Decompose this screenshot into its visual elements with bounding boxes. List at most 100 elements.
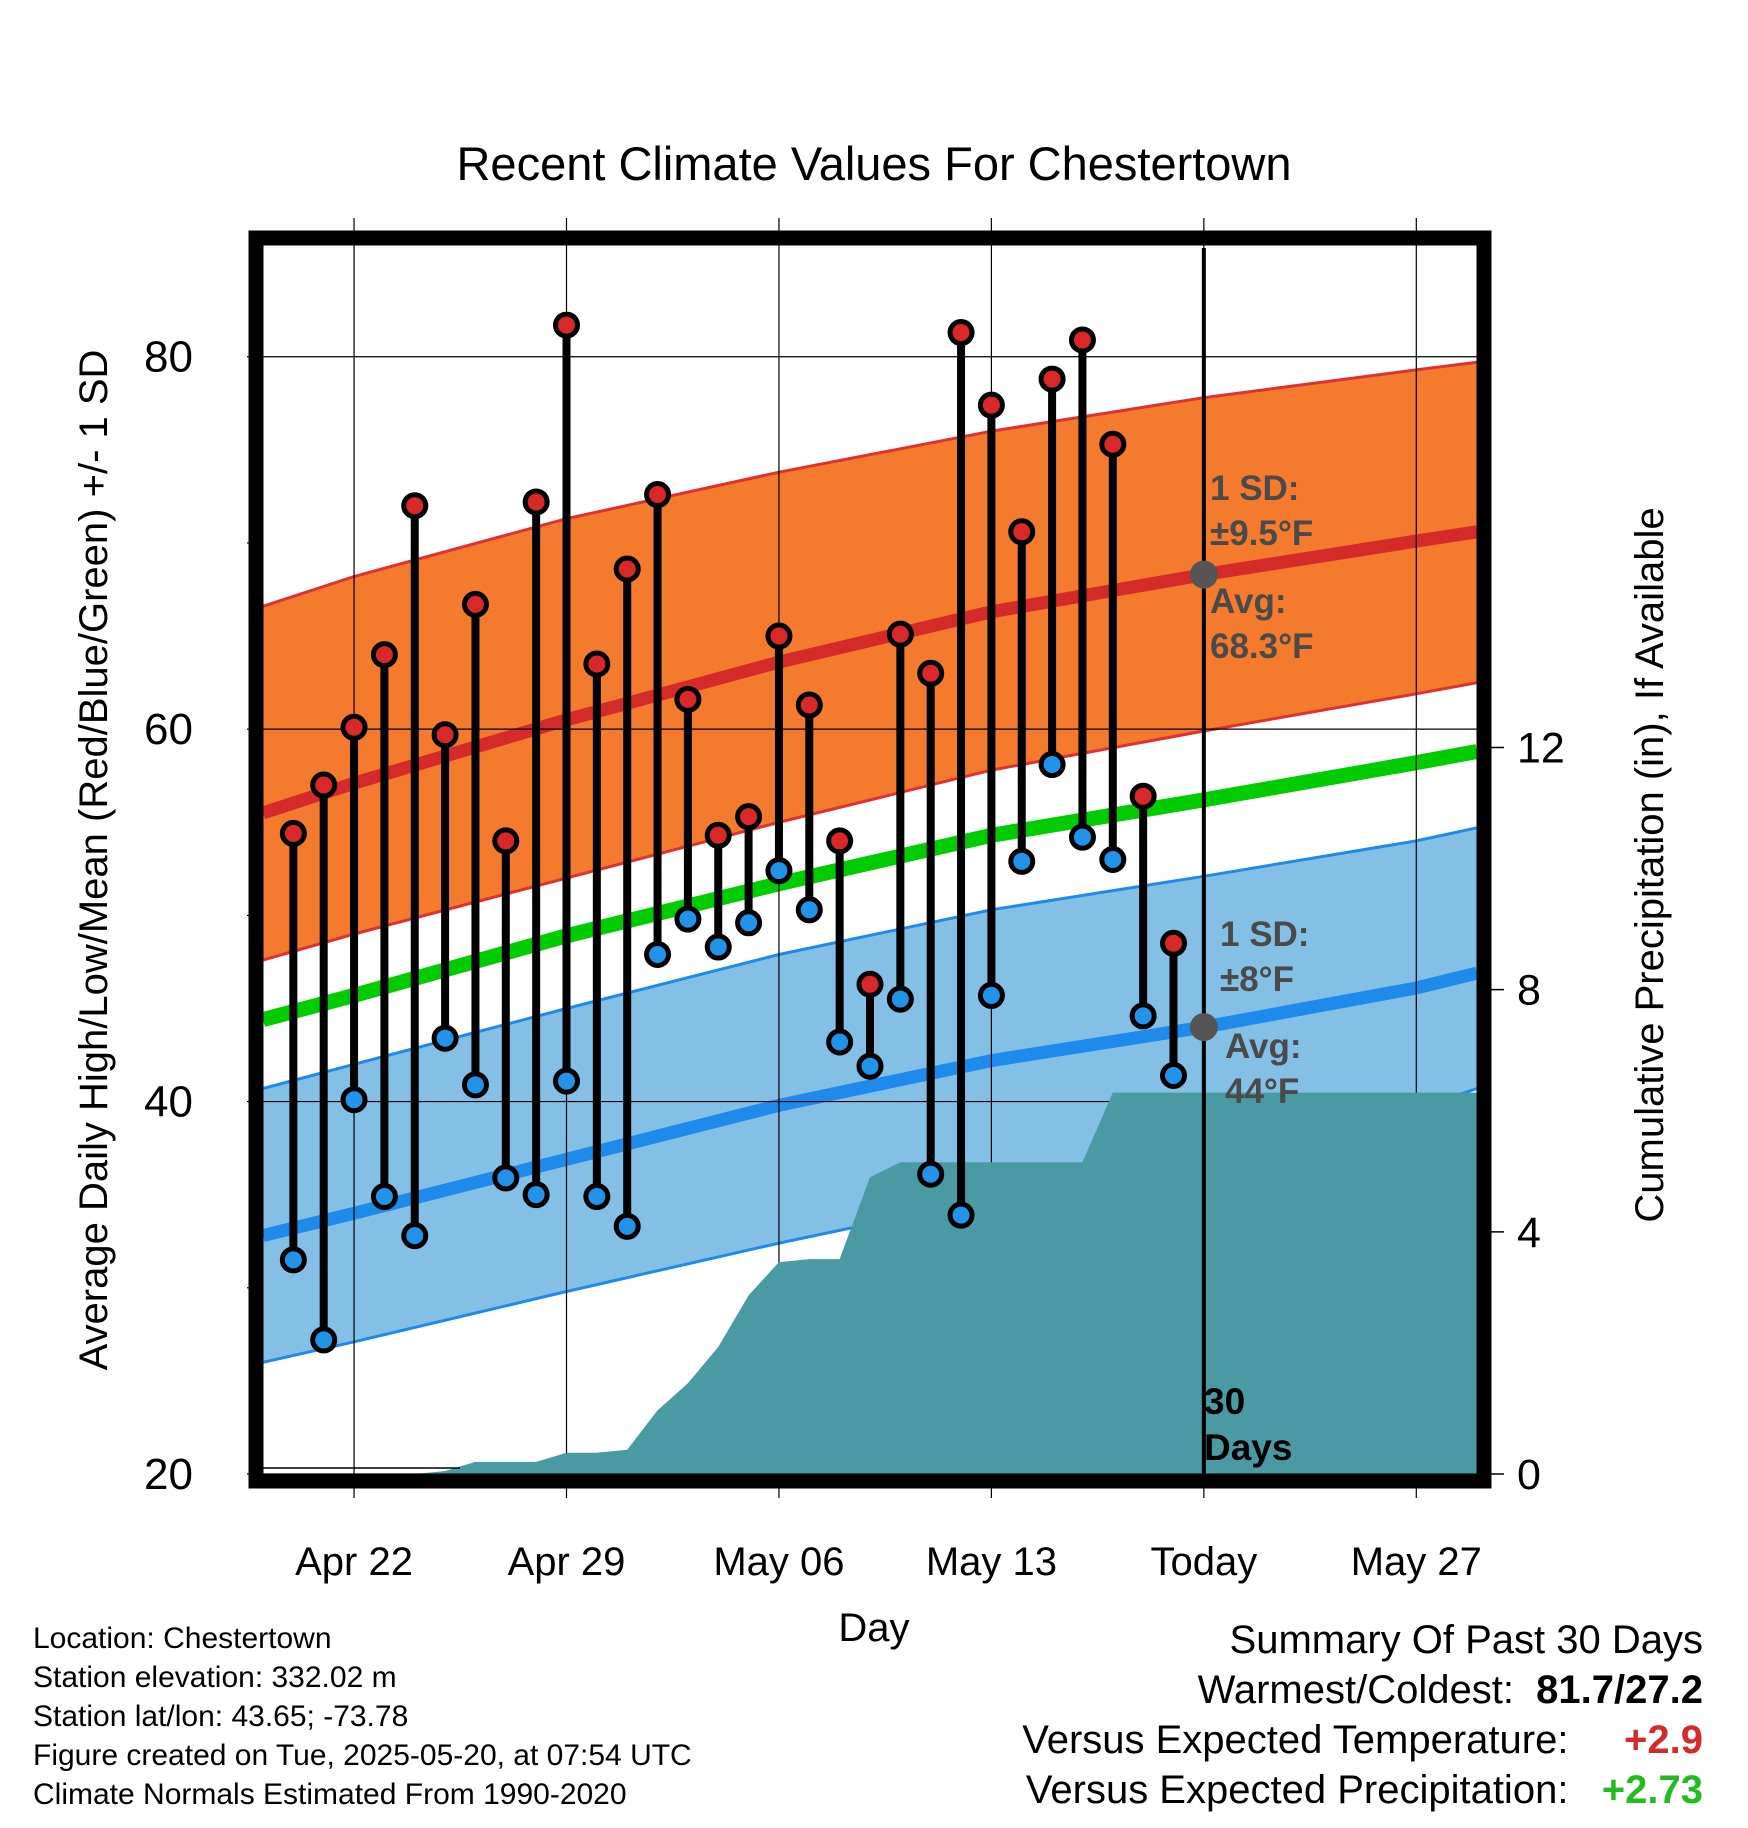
low-point: [1160, 1062, 1187, 1090]
low-sd-value: ±8°F: [1220, 960, 1294, 999]
chart-title: Recent Climate Values For Chestertown: [456, 137, 1291, 190]
summary-precip-value: +2.73: [1601, 1768, 1703, 1812]
low-point: [886, 985, 914, 1013]
y2-axis-label: Cumulative Precipitation (in), If Availa…: [1628, 507, 1672, 1222]
summary-precip: Versus Expected Precipitation: +2.73: [1026, 1765, 1703, 1815]
daily-points: [279, 311, 1218, 1354]
low-point: [1129, 1002, 1157, 1030]
high-point: [1038, 365, 1066, 393]
low-avg-value: 44°F: [1225, 1072, 1299, 1111]
low-point: [1038, 751, 1066, 779]
high-point: [947, 319, 975, 347]
x-axis-label: Day: [838, 1606, 909, 1650]
low-point: [431, 1024, 459, 1052]
summary-temp-label: Versus Expected Temperature:: [1022, 1718, 1569, 1762]
x-tick-label: Apr 29: [508, 1540, 626, 1584]
summary-title: Summary Of Past 30 Days: [1229, 1618, 1703, 1662]
low-point: [340, 1086, 368, 1114]
low-point: [370, 1183, 398, 1211]
low-point: [977, 981, 1005, 1009]
x-tick-label: May 13: [926, 1540, 1057, 1584]
low-point: [704, 933, 732, 961]
high-point: [431, 721, 459, 749]
low-point: [613, 1212, 641, 1240]
high-point: [1129, 782, 1157, 810]
high-point: [370, 641, 398, 669]
high-point: [765, 622, 793, 650]
y-axis-label: Average Daily High/Low/Mean (Red/Blue/Gr…: [72, 350, 116, 1371]
high-point: [279, 819, 307, 847]
low-point: [461, 1071, 489, 1099]
footer-latlon: Station lat/lon: 43.65; -73.78: [33, 1700, 409, 1733]
summary-warmest: Warmest/Coldest: 81.7/27.2: [1198, 1665, 1703, 1715]
summary-warmest-label: Warmest/Coldest:: [1197, 1668, 1514, 1712]
mean-avg-line: [261, 744, 1479, 1027]
high-point: [674, 685, 702, 713]
plot-frame: [248, 230, 1492, 1489]
today-low-avg-marker: [1189, 1013, 1218, 1042]
high-point: [795, 691, 823, 719]
today-count-number: 30: [1204, 1381, 1245, 1422]
low-avg-label: Avg:: [1225, 1027, 1301, 1066]
high-point: [1160, 929, 1187, 957]
high-sd-value: ±9.5°F: [1210, 514, 1313, 553]
summary-warmest-value: 81.7/27.2: [1536, 1668, 1703, 1712]
high-point: [826, 827, 854, 855]
low-point: [310, 1326, 338, 1354]
high-point: [917, 659, 945, 687]
footer-normals: Climate Normals Estimated From 1990-2020: [33, 1778, 627, 1811]
low-point: [583, 1183, 611, 1211]
high-point: [583, 650, 611, 678]
y-tick-label: 20: [144, 1450, 193, 1499]
y2-tick-label: 0: [1517, 1451, 1541, 1499]
high-plus-sd-line: [262, 360, 1478, 608]
today-count-unit: Days: [1204, 1427, 1292, 1468]
high-avg-label: Avg:: [1210, 582, 1286, 621]
summary-precip-label: Versus Expected Precipitation:: [1025, 1768, 1569, 1812]
low-point: [553, 1067, 580, 1095]
today-high-avg-marker: [1189, 560, 1218, 589]
high-point: [613, 555, 641, 583]
low-point: [492, 1164, 520, 1192]
x-tick-label: May 06: [713, 1540, 844, 1584]
precip-area-layer: [263, 248, 1477, 1474]
low-point: [765, 857, 793, 885]
y-tick-label: 40: [144, 1078, 193, 1127]
y2-tick-label: 4: [1517, 1209, 1541, 1257]
low-point: [917, 1160, 945, 1188]
high-avg-line: [260, 525, 1478, 820]
y-tick-label: 60: [144, 705, 193, 754]
low-point: [644, 940, 672, 968]
daily-range-bars: [289, 325, 1178, 1340]
high-point: [522, 488, 550, 516]
y-tick-label: 80: [144, 333, 193, 382]
high-point: [1099, 430, 1127, 458]
low-point: [795, 896, 823, 924]
high-point: [340, 713, 368, 741]
high-point: [977, 391, 1005, 419]
summary-temp-value: +2.9: [1624, 1718, 1703, 1762]
high-minus-sd-line: [262, 681, 1478, 962]
x-tick-label: May 27: [1351, 1540, 1482, 1584]
y2-tick-label: 12: [1517, 724, 1565, 772]
footer-location: Location: Chestertown: [33, 1622, 332, 1655]
high-point: [1068, 326, 1096, 354]
high-point: [644, 481, 672, 509]
low-point: [522, 1181, 550, 1209]
high-point: [856, 970, 884, 998]
low-sd-label: 1 SD:: [1220, 915, 1309, 954]
high-point: [735, 803, 763, 831]
chart-labels: Recent Climate Values For Chestertown 20 4…: [72, 137, 1672, 1650]
low-point: [856, 1052, 884, 1080]
precip-area: [263, 1092, 1477, 1474]
low-point: [674, 905, 702, 933]
high-point: [310, 771, 338, 799]
high-sd-label: 1 SD:: [1210, 469, 1299, 508]
footer-created: Figure created on Tue, 2025-05-20, at 07…: [33, 1739, 692, 1772]
high-point: [704, 821, 732, 849]
low-point: [735, 909, 763, 937]
x-tick-label: Apr 22: [295, 1540, 413, 1584]
high-avg-value: 68.3°F: [1210, 627, 1314, 666]
x-tick-label: Today: [1150, 1540, 1257, 1584]
